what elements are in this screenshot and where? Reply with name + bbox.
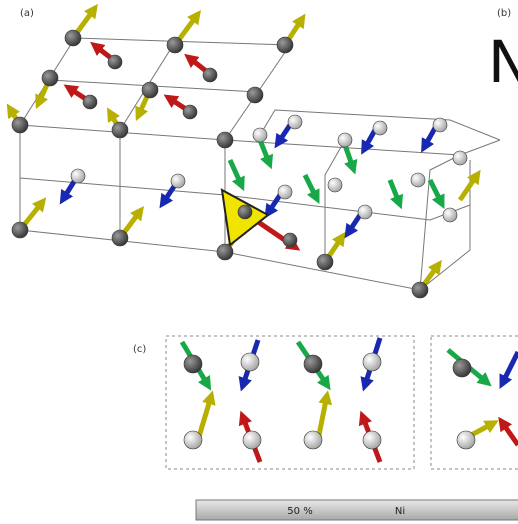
heading: N <box>488 28 518 96</box>
scale-element: Ni <box>395 506 405 517</box>
page: (a) (b) N <box>0 0 518 524</box>
spin-arrows <box>12 12 475 290</box>
panel-label: (c) <box>133 344 146 355</box>
figure: (a) (b) N <box>0 0 518 524</box>
panel-box <box>431 336 518 469</box>
scale-percent: 50 % <box>287 506 312 517</box>
panel-label: (a) <box>20 8 34 19</box>
lattice <box>20 38 500 290</box>
panel-label: (b) <box>497 8 511 19</box>
atoms <box>12 30 467 298</box>
scale-bar <box>196 500 518 520</box>
